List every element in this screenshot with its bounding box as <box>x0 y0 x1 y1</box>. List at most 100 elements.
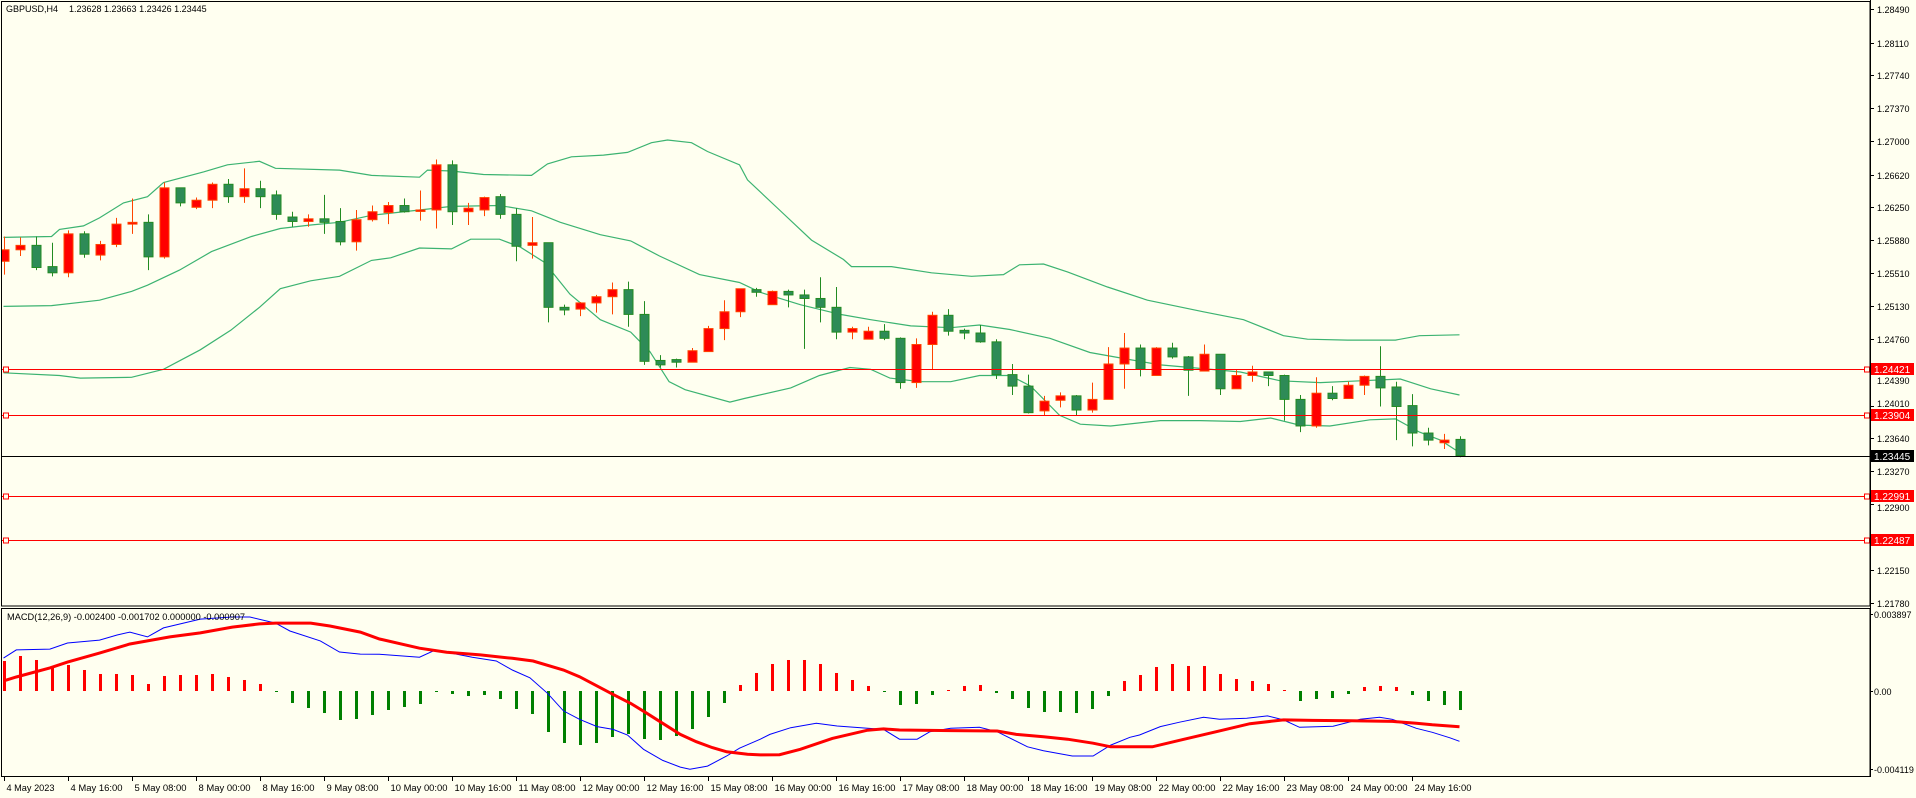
candle-bearish <box>1455 436 1466 458</box>
macd-histogram-bar <box>547 691 550 733</box>
macd-histogram-bar <box>1315 691 1318 700</box>
macd-histogram-bar <box>1075 691 1078 714</box>
candle-bearish <box>671 358 682 368</box>
candle-body <box>751 289 762 293</box>
candle-body <box>863 330 874 340</box>
macd-histogram-bar <box>1171 663 1174 691</box>
macd-histogram-bar <box>1235 679 1238 691</box>
candle-body <box>687 350 698 363</box>
candle-body <box>1359 375 1370 386</box>
macd-histogram-bar <box>1443 691 1446 706</box>
macd-histogram-bar <box>275 691 278 692</box>
candle-bearish <box>815 277 826 323</box>
macd-histogram-bar <box>1107 691 1110 697</box>
time-tick-label: 22 May 16:00 <box>1223 783 1280 793</box>
macd-histogram-bar <box>851 679 854 691</box>
macd-histogram-bar <box>787 659 790 691</box>
macd-histogram-bar <box>1027 691 1030 709</box>
macd-histogram-bar <box>1091 691 1094 710</box>
macd-histogram-bar <box>1139 675 1142 691</box>
candle-bullish <box>1087 382 1098 413</box>
macd-histogram-bar <box>1123 681 1126 691</box>
candle-body <box>831 306 842 333</box>
candle-body <box>143 221 154 258</box>
macd-histogram-bar <box>451 691 454 694</box>
price-plot-area <box>2 139 1466 458</box>
macd-histogram-bar <box>1331 691 1334 699</box>
candle-body <box>495 196 506 215</box>
candle-bearish <box>495 194 506 219</box>
macd-histogram-bar <box>179 675 182 691</box>
candle-body <box>1439 439 1450 444</box>
level-handle-left[interactable] <box>3 366 9 373</box>
macd-histogram-bar <box>1203 665 1206 691</box>
candle-body <box>943 314 954 332</box>
candle-bearish <box>511 208 522 262</box>
candle-body <box>1423 432 1434 441</box>
macd-histogram-bar <box>915 691 918 704</box>
price-tick-label: 1.27740 <box>1877 71 1910 81</box>
candle-bullish <box>1439 433 1450 449</box>
candle-bearish <box>1375 346 1386 407</box>
candle-body <box>319 218 330 223</box>
macd-histogram-bar <box>883 691 886 692</box>
macd-histogram-bar <box>115 673 118 691</box>
time-tick-label: 18 May 00:00 <box>967 783 1024 793</box>
candle-bearish <box>31 236 42 271</box>
candle-bullish <box>863 326 874 340</box>
macd-histogram-bar <box>1395 686 1398 691</box>
level-handle-left[interactable] <box>3 412 9 419</box>
candle-body <box>1039 400 1050 412</box>
candle-bullish <box>911 338 922 388</box>
candle-body <box>591 296 602 304</box>
candle-bearish <box>751 287 762 297</box>
candle-bearish <box>1423 427 1434 446</box>
price-panel[interactable] <box>0 139 1870 544</box>
time-tick-label: 23 May 08:00 <box>1287 783 1344 793</box>
candle-bearish <box>1407 394 1418 447</box>
candle-bullish <box>367 205 378 222</box>
candle-bullish <box>431 159 442 229</box>
time-tick-label: 12 May 00:00 <box>583 783 640 793</box>
candle-body <box>1407 405 1418 434</box>
time-tick-label: 16 May 16:00 <box>839 783 896 793</box>
macd-histogram-bar <box>723 691 726 703</box>
macd-histogram-bar <box>771 663 774 691</box>
candle-body <box>927 314 938 346</box>
candle-bearish <box>1327 386 1338 401</box>
level-handle-left[interactable] <box>3 493 9 500</box>
candle-body <box>1167 347 1178 358</box>
candle-bullish <box>847 326 858 340</box>
price-panel-border <box>1 1 1871 607</box>
price-tick-label: 1.23640 <box>1877 434 1910 444</box>
candle-bullish <box>95 240 106 261</box>
macd-panel[interactable] <box>3 616 1462 770</box>
level-handle-left[interactable] <box>3 537 9 544</box>
candle-bearish <box>831 286 842 340</box>
price-tick-label: 1.22900 <box>1877 503 1910 513</box>
macd-histogram-bar <box>195 675 198 691</box>
macd-histogram-bar <box>339 691 342 720</box>
candle-body <box>1231 374 1242 390</box>
level-handle-right[interactable] <box>1864 493 1870 500</box>
level-handle-right[interactable] <box>1864 412 1870 419</box>
level-handle-right[interactable] <box>1864 537 1870 544</box>
time-tick-label: 5 May 08:00 <box>135 783 187 793</box>
level-handle-right[interactable] <box>1864 366 1870 373</box>
candle-body <box>543 242 554 308</box>
candle-body <box>1135 347 1146 370</box>
candle-body <box>1055 395 1066 401</box>
candle-body <box>399 205 410 213</box>
candle-bullish <box>463 202 474 226</box>
macd-histogram-bar <box>819 663 822 691</box>
candle-body <box>351 219 362 243</box>
candle-bearish <box>559 304 570 316</box>
candle-body <box>1391 386 1402 407</box>
candle-body <box>1343 384 1354 400</box>
macd-histogram-bar <box>963 685 966 691</box>
candle-bullish <box>735 288 746 318</box>
time-tick-label: 24 May 16:00 <box>1415 783 1472 793</box>
candle-bearish <box>879 324 890 341</box>
candle-bearish <box>399 198 410 213</box>
candle-body <box>271 194 282 215</box>
